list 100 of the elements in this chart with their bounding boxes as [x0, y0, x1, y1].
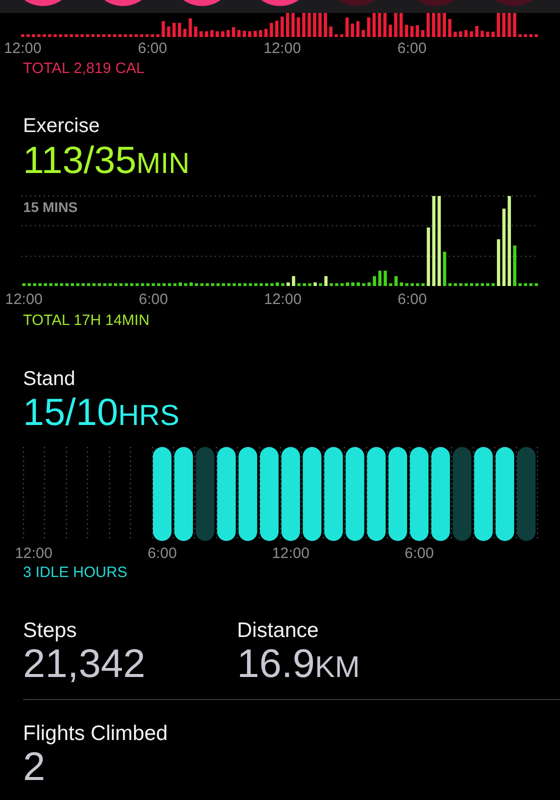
- bar: [458, 31, 462, 37]
- bar: [324, 276, 328, 286]
- bar: [438, 196, 441, 286]
- bar: [183, 28, 187, 37]
- bar: [384, 270, 387, 286]
- bar: [367, 17, 370, 37]
- bar: [226, 30, 230, 37]
- bar: [491, 32, 495, 37]
- bar: [410, 26, 414, 37]
- bar: [204, 31, 208, 37]
- bar: [480, 30, 484, 37]
- bar: [394, 276, 398, 286]
- x-tick-label: 6:00: [148, 545, 177, 562]
- bar: [172, 22, 176, 37]
- bar: [178, 282, 182, 286]
- bar: [378, 270, 382, 286]
- bar: [388, 24, 392, 37]
- bar: [475, 26, 478, 37]
- text: TOTAL 17H 14MIN: [23, 312, 150, 330]
- bar: [513, 246, 516, 286]
- text: Distance: [237, 619, 319, 643]
- bar: [296, 17, 300, 37]
- bar: [508, 196, 511, 286]
- bar: [426, 228, 430, 286]
- bar: [178, 22, 182, 37]
- x-tick-label: 6:00: [404, 545, 434, 562]
- bar: [426, 13, 430, 37]
- bar: [372, 276, 376, 286]
- bar: [416, 25, 419, 37]
- bar: [162, 21, 165, 37]
- bar: [372, 13, 376, 37]
- text: 21,342: [23, 642, 146, 686]
- bar: [314, 282, 317, 286]
- bar: [329, 26, 332, 37]
- bar: [194, 26, 198, 37]
- bar: [302, 13, 306, 37]
- x-tick-label: 12:00: [14, 545, 52, 562]
- bar: [292, 276, 296, 286]
- bar: [404, 24, 408, 37]
- ref-line-label: 15 MINS: [23, 198, 78, 215]
- bar: [232, 27, 236, 37]
- x-tick-label: 12:00: [4, 40, 42, 58]
- bar: [258, 30, 262, 37]
- x-tick-label: 12:00: [5, 291, 43, 308]
- bar: [188, 18, 192, 37]
- text: Flights Climbed: [23, 722, 168, 746]
- bar: [448, 19, 452, 37]
- x-tick-label: 6:00: [398, 291, 427, 308]
- bar: [270, 22, 274, 37]
- bar: [242, 30, 246, 37]
- bar: [432, 13, 436, 37]
- bar: [264, 28, 268, 37]
- bar: [432, 196, 436, 286]
- bar: [313, 13, 316, 37]
- x-tick-label: 6:00: [138, 291, 168, 308]
- bar: [286, 13, 290, 37]
- bar: [437, 13, 441, 37]
- bar: [254, 30, 257, 37]
- bar: [356, 282, 360, 286]
- bar: [280, 16, 284, 37]
- bar: [454, 32, 457, 37]
- x-tick-label: 12:00: [264, 291, 302, 308]
- x-tick-label: 6:00: [138, 40, 168, 58]
- bar: [442, 252, 446, 286]
- bar: [221, 31, 224, 37]
- bar: [356, 21, 360, 37]
- bar: [496, 239, 500, 286]
- bar: [237, 30, 241, 37]
- bar: [394, 13, 398, 37]
- bar: [383, 13, 387, 37]
- bar: [508, 13, 511, 37]
- chart-subtitle: 15/10HRS: [23, 392, 180, 434]
- bar: [291, 13, 295, 37]
- bar: [350, 24, 354, 37]
- text: TOTAL 2,819 CAL: [23, 60, 144, 78]
- chart-title: Exercise: [23, 114, 100, 138]
- text: 3 IDLE HOURS: [23, 564, 128, 582]
- x-tick-label: 12:00: [272, 545, 310, 562]
- bar: [421, 30, 424, 37]
- bar: [318, 13, 322, 37]
- chart-subtitle: 113/35MIN: [23, 140, 190, 182]
- text: 16.9KM: [237, 642, 360, 686]
- bar: [486, 32, 490, 37]
- bar: [308, 13, 311, 37]
- bar: [362, 30, 365, 37]
- bar: [400, 13, 403, 37]
- text: Steps: [23, 619, 77, 643]
- bar: [464, 30, 468, 37]
- bar: [502, 13, 506, 37]
- x-tick-label: 12:00: [263, 40, 301, 58]
- bar: [502, 208, 506, 286]
- bar: [210, 30, 214, 37]
- bar: [286, 282, 290, 286]
- bar: [275, 20, 278, 37]
- bar: [324, 13, 328, 37]
- bar: [216, 31, 219, 37]
- chart-title: Stand: [23, 367, 76, 391]
- bar: [470, 31, 474, 37]
- bar: [199, 31, 203, 37]
- text: 2: [23, 745, 46, 789]
